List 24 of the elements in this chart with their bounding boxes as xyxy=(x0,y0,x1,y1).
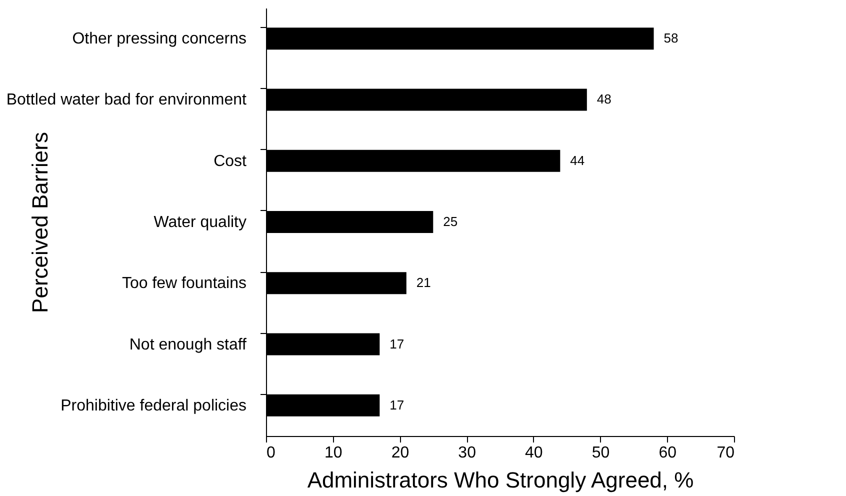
x-tick-label: 70 xyxy=(716,444,735,462)
x-tick-label: 20 xyxy=(391,444,410,462)
y-tick-label: Other pressing concerns xyxy=(72,30,246,48)
data-label: 44 xyxy=(570,152,585,168)
y-tick-label: Bottled water bad for environment xyxy=(6,92,248,109)
data-label: 58 xyxy=(664,30,678,46)
x-tick-label: 60 xyxy=(658,444,677,462)
x-tick-label: 50 xyxy=(592,444,610,462)
data-label: 48 xyxy=(596,92,612,107)
y-tick-label: Prohibitive federal policies xyxy=(60,397,246,414)
x-axis-title: Administrators Who Strongly Agreed, % xyxy=(307,468,694,492)
x-tick-label: 30 xyxy=(458,444,476,462)
data-label: 25 xyxy=(443,214,458,229)
y-tick-label: Not enough staff xyxy=(129,336,248,354)
data-label: 17 xyxy=(390,336,404,352)
data-label: 17 xyxy=(390,397,404,412)
x-tick-label: 0 xyxy=(266,444,276,462)
y-tick-label: Cost xyxy=(214,152,248,170)
x-tick-label: 40 xyxy=(525,444,543,462)
y-tick-label: Water quality xyxy=(154,214,246,231)
data-label: 21 xyxy=(416,275,431,290)
x-tick-label: 10 xyxy=(324,444,342,462)
y-axis-title: Perceived Barriers xyxy=(28,132,52,313)
y-tick-label: Too few fountains xyxy=(122,275,246,292)
